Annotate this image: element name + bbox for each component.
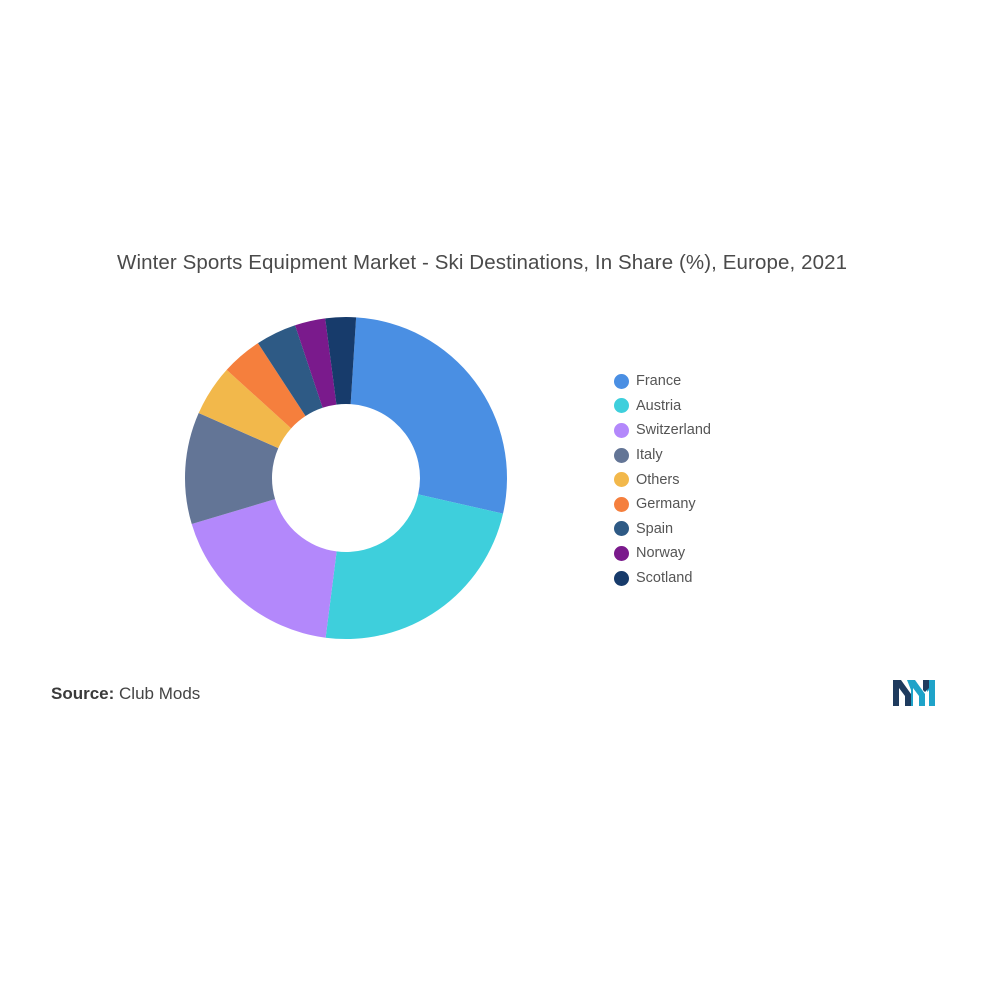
slice-austria xyxy=(325,494,504,639)
chart-title: Winter Sports Equipment Market - Ski Des… xyxy=(117,251,848,274)
legend-swatch xyxy=(614,373,629,389)
legend-item-switzerland: Switzerland xyxy=(614,418,711,443)
slice-italy xyxy=(185,413,279,525)
legend-swatch xyxy=(614,472,629,488)
legend-item-germany: Germany xyxy=(614,492,711,517)
legend-item-scotland: Scotland xyxy=(614,566,711,591)
legend-item-spain: Spain xyxy=(614,517,711,542)
legend-label: Others xyxy=(636,471,680,488)
chart-legend: France Austria Switzerland Italy Others Germa… xyxy=(614,369,711,590)
legend-swatch xyxy=(614,422,629,438)
legend-swatch xyxy=(614,447,629,463)
slice-france xyxy=(350,317,507,514)
slice-norway xyxy=(295,318,337,408)
slice-others xyxy=(198,369,292,449)
legend-swatch xyxy=(614,545,629,561)
legend-label: Italy xyxy=(636,447,663,464)
legend-label: Scotland xyxy=(636,570,693,587)
legend-label: Switzerland xyxy=(636,422,711,439)
legend-item-others: Others xyxy=(614,467,711,492)
legend-label: France xyxy=(636,373,682,390)
source-note: Source: Club Mods xyxy=(51,684,200,704)
slice-germany xyxy=(226,343,306,429)
slice-switzerland xyxy=(191,499,337,638)
legend-label: Austria xyxy=(636,397,682,414)
source-label: Source: xyxy=(51,684,115,703)
legend-label: Norway xyxy=(636,545,686,562)
legend-item-france: France xyxy=(614,369,711,394)
slice-spain xyxy=(257,325,323,417)
donut-slices xyxy=(185,317,507,639)
legend-swatch xyxy=(614,398,629,414)
legend-item-norway: Norway xyxy=(614,541,711,566)
legend-item-austria: Austria xyxy=(614,394,711,419)
legend-swatch xyxy=(614,570,629,586)
mordor-intelligence-logo-icon xyxy=(893,680,935,706)
source-text: Club Mods xyxy=(119,684,201,703)
legend-label: Spain xyxy=(636,520,674,537)
legend-swatch xyxy=(614,496,629,512)
legend-swatch xyxy=(614,521,629,537)
slice-scotland xyxy=(325,317,357,405)
legend-item-italy: Italy xyxy=(614,443,711,468)
legend-label: Germany xyxy=(636,496,696,513)
